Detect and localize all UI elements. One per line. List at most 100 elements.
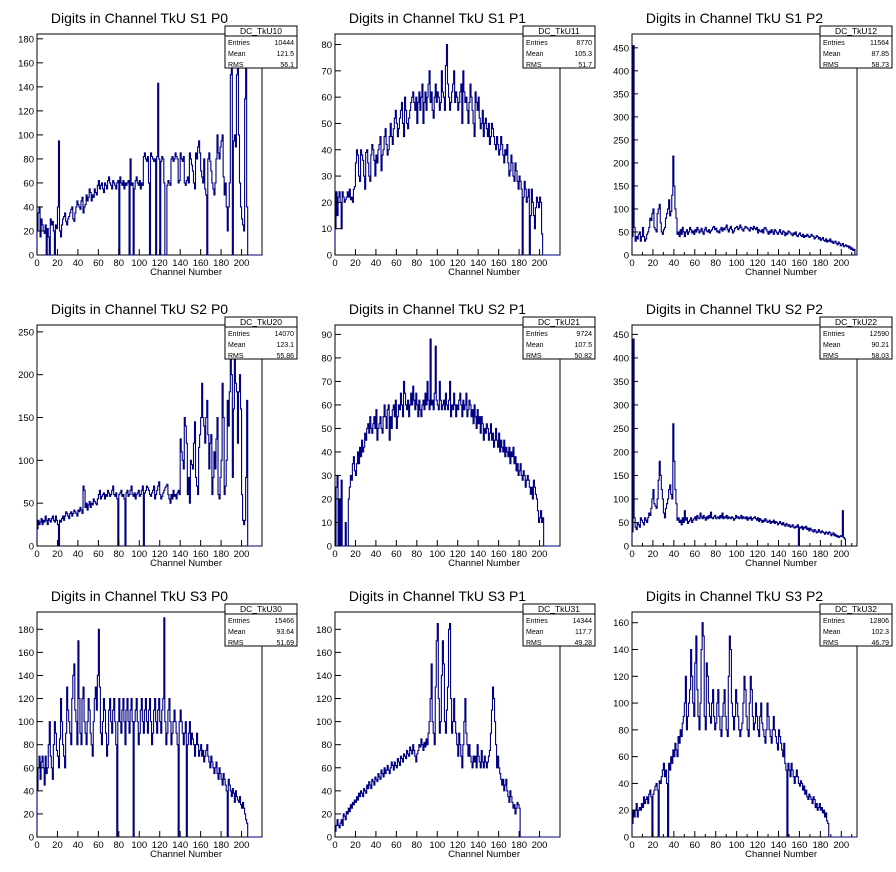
y-tick-label: 100	[613, 204, 629, 215]
x-tick-label: 200	[532, 549, 548, 560]
y-tick-label: 200	[613, 447, 629, 458]
x-tick-label: 60	[93, 258, 104, 269]
y-tick-label: 120	[18, 694, 34, 705]
y-tick-label: 120	[316, 694, 332, 705]
stats-label: Entries	[823, 331, 845, 338]
x-tick-label: 40	[371, 258, 382, 269]
histogram-title: Digits in Channel TkU S2 P1	[349, 301, 526, 317]
y-tick-label: 0	[624, 833, 629, 844]
x-tick-label: 100	[729, 258, 745, 269]
stats-label: Entries	[228, 40, 250, 47]
y-tick-label: 0	[624, 251, 629, 262]
plot-frame	[631, 324, 858, 547]
y-tick-label: 250	[18, 327, 34, 338]
stats-box: DC_TkU20 Entries 14070 Mean 123.1 RMS 55.86	[224, 316, 298, 360]
stats-value: 15466	[275, 618, 295, 625]
y-tick-label: 0	[29, 542, 34, 553]
stats-value: 14344	[573, 618, 593, 625]
stats-box: DC_TkU30 Entries 15466 Mean 93.64 RMS 51.69	[224, 603, 298, 647]
histogram-title: Digits in Channel TkU S3 P0	[51, 588, 228, 604]
y-tick-label: 140	[18, 82, 34, 93]
stats-label: Entries	[228, 618, 250, 625]
stats-label: Entries	[823, 40, 845, 47]
stats-value: 51.69	[276, 640, 294, 647]
stats-value: 58.03	[871, 353, 889, 360]
y-tick-label: 10	[321, 224, 332, 235]
x-tick-label: 100	[131, 840, 147, 851]
histogram-panel: Digits in Channel TkU S3 P0 0 20 40 60 80 100 1…	[18, 588, 298, 860]
y-tick-label: 180	[18, 34, 34, 45]
stats-label: Mean	[526, 342, 544, 349]
stats-label: RMS	[823, 640, 839, 647]
y-tick-label: 40	[618, 779, 629, 790]
x-axis-title: Channel Number	[745, 558, 817, 569]
x-tick-label: 60	[391, 258, 402, 269]
y-tick-label: 40	[23, 786, 34, 797]
y-tick-label: 20	[321, 809, 332, 820]
x-axis-title: Channel Number	[448, 558, 520, 569]
y-tick-label: 20	[23, 226, 34, 237]
stats-box-name: DC_TkU30	[240, 604, 282, 614]
y-tick-label: 350	[613, 377, 629, 388]
stats-box: DC_TkU12 Entries 11564 Mean 87.85 RMS 58.73	[819, 25, 893, 69]
x-tick-label: 180	[213, 549, 229, 560]
x-tick-label: 200	[833, 549, 849, 560]
x-tick-label: 180	[812, 549, 828, 560]
x-tick-label: 120	[450, 549, 466, 560]
x-tick-label: 160	[792, 258, 808, 269]
x-tick-label: 40	[73, 549, 84, 560]
stats-value: 50.82	[574, 353, 592, 360]
y-tick-label: 100	[613, 699, 629, 710]
stats-box-name: DC_TkU10	[240, 26, 282, 36]
x-axis-title: Channel Number	[745, 849, 817, 860]
x-tick-label: 120	[750, 840, 766, 851]
stats-label: RMS	[228, 62, 244, 69]
y-tick-label: 40	[23, 202, 34, 213]
x-axis-title: Channel Number	[150, 849, 222, 860]
x-tick-label: 60	[690, 549, 701, 560]
stats-box: DC_TkU10 Entries 10444 Mean 121.5 RMS 56.1	[224, 25, 298, 69]
x-tick-label: 160	[491, 549, 507, 560]
histogram-line	[36, 348, 259, 547]
y-tick-label: 60	[23, 178, 34, 189]
y-tick-label: 140	[18, 671, 34, 682]
histogram-panel: Digits in Channel TkU S2 P0 0 20 40 60 80 100 1…	[18, 301, 298, 569]
x-tick-label: 100	[131, 258, 147, 269]
y-tick-label: 50	[618, 518, 629, 529]
y-tick-label: 40	[321, 786, 332, 797]
stats-value: 117.7	[575, 629, 592, 636]
y-tick-label: 150	[613, 471, 629, 482]
y-tick-label: 80	[618, 725, 629, 736]
x-tick-label: 80	[114, 258, 125, 269]
y-tick-label: 60	[23, 763, 34, 774]
x-tick-label: 60	[391, 840, 402, 851]
y-tick-label: 30	[321, 471, 332, 482]
x-tick-label: 20	[350, 258, 361, 269]
stats-label: RMS	[526, 353, 542, 360]
x-tick-label: 20	[52, 549, 63, 560]
y-tick-label: 150	[18, 413, 34, 424]
stats-box: DC_TkU21 Entries 9724 Mean 107.5 RMS 50.82	[522, 316, 596, 360]
histogram-title: Digits in Channel TkU S1 P1	[349, 10, 526, 26]
x-tick-label: 180	[511, 549, 527, 560]
y-tick-label: 400	[613, 66, 629, 77]
x-tick-label: 80	[710, 840, 721, 851]
y-tick-label: 140	[316, 671, 332, 682]
x-tick-label: 200	[532, 840, 548, 851]
y-tick-label: 10	[321, 518, 332, 529]
stats-label: Mean	[228, 629, 246, 636]
stats-value: 8770	[576, 40, 592, 47]
y-tick-label: 250	[613, 135, 629, 146]
stats-label: RMS	[526, 62, 542, 69]
x-tick-label: 60	[690, 840, 701, 851]
x-tick-label: 60	[93, 549, 104, 560]
histogram-panel: Digits in Channel TkU S2 P10 20 40 60 80 100 1…	[321, 301, 596, 569]
x-tick-label: 0	[629, 549, 634, 560]
plot-frame	[334, 324, 561, 547]
x-tick-label: 100	[429, 258, 445, 269]
plot-frame	[334, 33, 561, 256]
y-tick-label: 180	[18, 625, 34, 636]
stats-value: 12590	[870, 331, 890, 338]
x-tick-label: 0	[332, 258, 337, 269]
